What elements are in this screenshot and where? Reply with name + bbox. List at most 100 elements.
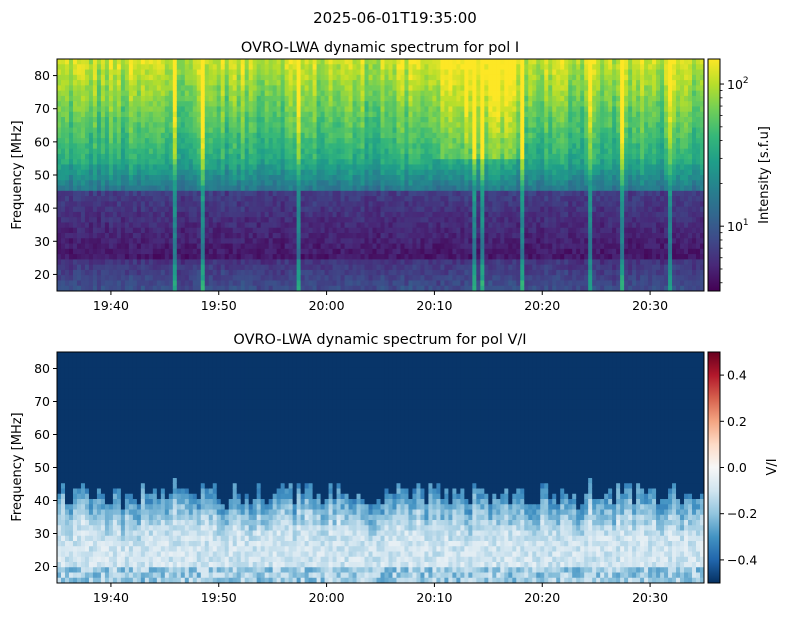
heatmap-cell xyxy=(180,148,186,155)
heatmap-cell xyxy=(304,175,310,181)
heatmap-cell xyxy=(372,85,378,92)
heatmap-cell xyxy=(176,101,182,108)
heatmap-cell xyxy=(196,217,202,224)
heatmap-cell xyxy=(288,159,294,166)
heatmap-cell xyxy=(468,190,473,197)
heatmap-cell xyxy=(76,169,82,176)
heatmap-cell xyxy=(348,148,354,155)
heatmap-cell xyxy=(200,254,206,260)
heatmap-cell xyxy=(364,259,370,266)
heatmap-cell xyxy=(408,201,414,208)
heatmap-cell xyxy=(308,153,314,160)
heatmap-cell xyxy=(336,269,342,276)
heatmap-cell xyxy=(276,138,282,144)
heatmap-cell xyxy=(88,74,94,81)
heatmap-cell xyxy=(216,217,222,224)
heatmap-cell xyxy=(104,217,110,224)
heatmap-cell xyxy=(180,169,186,176)
heatmap-cell xyxy=(380,206,386,213)
heatmap-cell xyxy=(464,280,469,287)
heatmap-cell xyxy=(360,254,366,260)
heatmap-cell xyxy=(476,201,481,208)
heatmap-cell xyxy=(300,80,306,86)
heatmap-cell xyxy=(128,185,134,192)
heatmap-cell xyxy=(328,254,334,260)
heatmap-cell xyxy=(472,69,477,76)
heatmap-cell xyxy=(100,122,106,129)
heatmap-cell xyxy=(360,111,366,118)
heatmap-cell xyxy=(424,217,430,224)
heatmap-cell xyxy=(196,59,202,65)
heatmap-cell xyxy=(64,222,70,229)
heatmap-cell xyxy=(120,185,126,192)
heatmap-cell xyxy=(312,217,318,224)
heatmap-cell xyxy=(244,211,250,218)
heatmap-cell xyxy=(444,164,449,171)
heatmap-cell xyxy=(332,117,338,123)
heatmap-cell xyxy=(280,259,286,266)
heatmap-cell xyxy=(92,148,98,155)
heatmap-cell xyxy=(292,211,298,218)
heatmap-cell xyxy=(104,95,110,102)
heatmap-cell xyxy=(252,206,258,213)
heatmap-cell xyxy=(280,159,286,166)
heatmap-cell xyxy=(248,222,254,229)
heatmap-cell xyxy=(244,217,250,224)
heatmap-cell xyxy=(356,153,362,160)
heatmap-cell xyxy=(460,169,465,176)
heatmap-cell xyxy=(380,143,386,150)
heatmap-cell xyxy=(132,74,138,81)
heatmap-cell xyxy=(384,74,390,81)
heatmap-cell xyxy=(144,69,150,76)
heatmap-cell xyxy=(204,233,210,239)
heatmap-cell xyxy=(280,254,286,260)
heatmap-cell xyxy=(368,95,374,102)
heatmap-cell xyxy=(480,59,485,65)
heatmap-cell xyxy=(212,280,218,287)
heatmap-cell xyxy=(60,74,66,81)
heatmap-cell xyxy=(332,59,338,65)
heatmap-cell xyxy=(224,159,230,166)
heatmap-cell xyxy=(320,106,326,113)
heatmap-cell xyxy=(92,254,98,260)
heatmap-cell xyxy=(172,222,178,229)
heatmap-cell xyxy=(96,90,102,97)
heatmap-cell xyxy=(268,153,274,160)
heatmap-cell xyxy=(76,138,82,144)
heatmap-cell xyxy=(348,159,354,166)
heatmap-cell xyxy=(68,254,74,260)
heatmap-cell xyxy=(248,211,254,218)
heatmap-cell xyxy=(420,117,426,123)
heatmap-cell xyxy=(192,59,198,65)
heatmap-cell xyxy=(488,222,493,229)
heatmap-cell xyxy=(276,175,282,181)
heatmap-cell xyxy=(456,275,461,282)
heatmap-cell xyxy=(204,248,210,255)
heatmap-cell xyxy=(264,74,270,81)
heatmap-cell xyxy=(244,74,250,81)
heatmap-cell xyxy=(128,233,134,239)
heatmap-cell xyxy=(84,164,90,171)
heatmap-cell xyxy=(488,95,493,102)
heatmap-cell xyxy=(292,280,298,287)
heatmap-cell xyxy=(364,117,370,123)
heatmap-cell xyxy=(252,185,258,192)
heatmap-cell xyxy=(192,148,198,155)
heatmap-cell xyxy=(452,233,457,239)
heatmap-cell xyxy=(232,275,238,282)
heatmap-cell xyxy=(504,101,509,108)
heatmap-cell xyxy=(428,111,434,118)
heatmap-cell xyxy=(292,127,298,134)
heatmap-cell xyxy=(440,59,445,65)
heatmap-cell xyxy=(344,153,350,160)
heatmap-cell xyxy=(240,280,246,287)
heatmap-cell xyxy=(412,233,418,239)
heatmap-cell xyxy=(392,206,398,213)
heatmap-cell xyxy=(57,180,62,187)
heatmap-cell xyxy=(84,217,90,224)
heatmap-cell xyxy=(156,122,162,129)
heatmap-cell xyxy=(152,169,158,176)
heatmap-cell xyxy=(72,211,78,218)
heatmap-cell xyxy=(508,117,513,123)
heatmap-cell xyxy=(164,285,170,291)
